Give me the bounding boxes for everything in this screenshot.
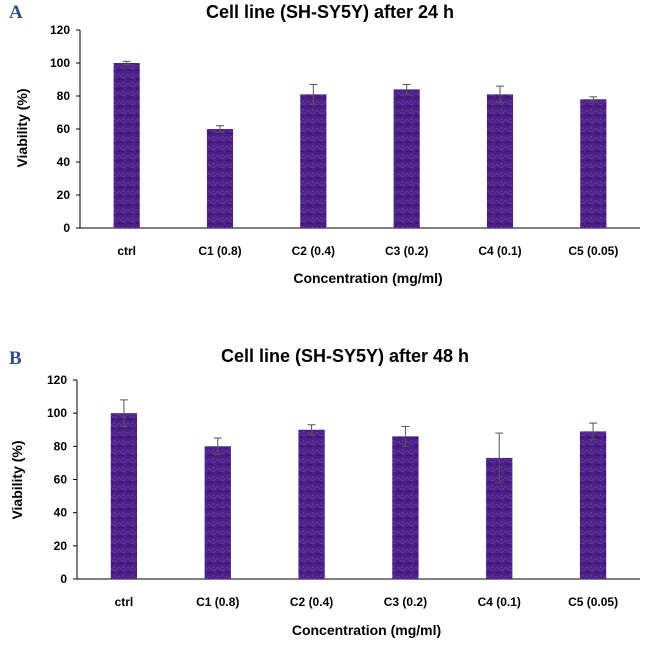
error-bar — [307, 424, 316, 436]
y-tick-label: 100 — [47, 406, 67, 420]
x-tick-label: C1 (0.8) — [198, 244, 241, 258]
x-tick-label: ctrl — [115, 595, 134, 609]
x-tick-label: C4 (0.1) — [478, 244, 521, 258]
chart-panel-b: B Cell line (SH-SY5Y) after 48 h 0 20 40 60 8… — [0, 340, 645, 645]
bar-c3-0-2- — [393, 89, 420, 229]
y-tick-label: 60 — [54, 473, 68, 487]
x-tick-label: C4 (0.1) — [478, 595, 521, 609]
x-tick-label: C3 (0.2) — [384, 595, 427, 609]
bar-c2-0-4- — [300, 94, 327, 228]
chart-title: Cell line (SH-SY5Y) after 48 h — [221, 346, 469, 366]
error-bar — [309, 83, 318, 105]
y-tick-label: 20 — [57, 188, 71, 202]
y-tick-label: 0 — [60, 572, 67, 586]
x-axis-label: Concentration (mg/ml) — [292, 622, 441, 638]
error-bar — [589, 422, 598, 441]
y-tick-label: 20 — [54, 539, 68, 553]
chart-title: Cell line (SH-SY5Y) after 24 h — [206, 2, 454, 22]
error-bar — [119, 399, 128, 427]
y-tick-label: 40 — [57, 155, 71, 169]
chart-panel-a: A Cell line (SH-SY5Y) after 24 h 0 20 40 60 8… — [0, 0, 645, 300]
bar-c4-0-1- — [486, 94, 514, 228]
y-tick-label: 40 — [54, 506, 68, 520]
y-tick-label: 80 — [57, 89, 71, 103]
bar-ctrl — [110, 413, 138, 579]
y-tick-label: 120 — [50, 23, 70, 37]
error-bar — [216, 125, 224, 133]
y-tick-label: 100 — [50, 56, 70, 70]
y-axis-label: Viability (%) — [9, 440, 25, 519]
x-tick-label: C1 (0.8) — [196, 595, 239, 609]
chart-a-canvas: Cell line (SH-SY5Y) after 24 h 0 20 40 60 80 1… — [14, 2, 640, 286]
bar-c3-0-2- — [392, 436, 419, 579]
x-tick-label: C3 (0.2) — [385, 244, 428, 258]
error-bar — [589, 96, 598, 103]
bar-ctrl — [113, 63, 140, 228]
error-bar — [401, 425, 410, 447]
x-tick-label: C2 (0.4) — [292, 244, 335, 258]
bar-c5-0-05- — [580, 99, 607, 228]
y-tick-label: 120 — [47, 373, 67, 387]
error-bar — [495, 432, 504, 484]
y-tick-label: 0 — [63, 221, 70, 235]
x-tick-label: C5 (0.05) — [568, 595, 618, 609]
error-bar — [213, 437, 222, 456]
bar-c5-0-05- — [579, 431, 607, 579]
y-axis-label: Viability (%) — [14, 88, 30, 167]
chart-b-canvas: Cell line (SH-SY5Y) after 48 h 0 20 40 60 80 1… — [9, 346, 640, 638]
x-axis-label: Concentration (mg/ml) — [293, 270, 442, 286]
y-tick-label: 60 — [57, 122, 71, 136]
panel-label-b: B — [9, 348, 22, 369]
bar-c1-0-8- — [206, 129, 234, 228]
error-bar — [122, 60, 131, 66]
x-tick-label: C5 (0.05) — [568, 244, 618, 258]
error-bar — [402, 83, 411, 95]
x-tick-label: C2 (0.4) — [290, 595, 333, 609]
error-bar — [496, 85, 504, 104]
bar-c2-0-4- — [298, 429, 325, 579]
y-tick-label: 80 — [54, 439, 68, 453]
panel-label-a: A — [9, 2, 23, 23]
x-tick-label: ctrl — [117, 244, 136, 258]
bar-c1-0-8- — [204, 446, 231, 579]
